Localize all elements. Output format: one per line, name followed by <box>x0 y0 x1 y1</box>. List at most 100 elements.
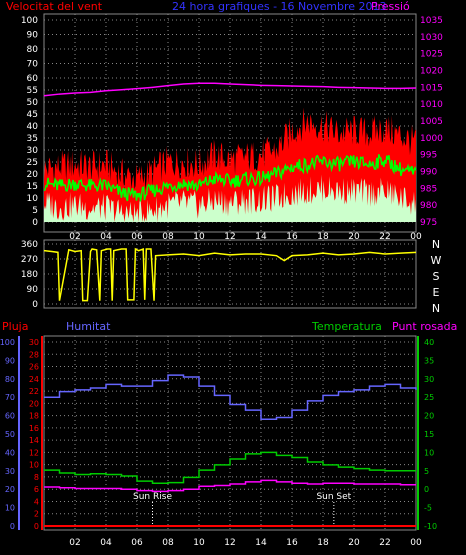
wind-tick-label: 0 <box>32 218 38 228</box>
period-title: 24 hora grafiques - 16 Novembre 2013 <box>172 0 387 13</box>
sun-event-label: Sun Rise <box>133 492 172 502</box>
humidity-x-tick-label: 10 <box>193 538 205 548</box>
wind-x-tick-label: 14 <box>255 232 267 242</box>
pressure-line <box>43 82 417 97</box>
humidity-tick-label: 0 <box>10 522 15 531</box>
wind-x-tick-label: 10 <box>193 232 205 242</box>
pressure-tick-label: 985 <box>420 184 437 194</box>
wind-x-tick-label: 00 <box>410 232 422 242</box>
rain-label: Pluja <box>2 320 28 333</box>
humidity-tick-label: 80 <box>5 375 15 384</box>
humidity-x-tick-label: 22 <box>379 538 390 548</box>
pressure-tick-label: 1010 <box>420 100 443 110</box>
humidity-label: Humitat <box>66 320 111 333</box>
temperature-tick-label: 5 <box>424 467 429 476</box>
direction-tick-label: 270 <box>21 255 38 265</box>
rain-tick-label: 30 <box>29 338 39 347</box>
wind-tick-label: 10 <box>27 194 39 204</box>
wind-tick-label: 45 <box>27 110 38 120</box>
compass-e: E <box>433 286 440 299</box>
wind-tick-label: 30 <box>27 146 39 156</box>
humidity-x-tick-label: 16 <box>286 538 298 548</box>
wind-tick-label: 20 <box>27 170 39 180</box>
direction-tick-label: 180 <box>21 270 38 280</box>
rain-tick-label: 10 <box>29 461 39 470</box>
humidity-x-tick-label: 18 <box>317 538 329 548</box>
humidity-tick-label: 10 <box>5 504 15 513</box>
humidity-line <box>44 374 417 421</box>
humidity-x-tick-label: 08 <box>162 538 174 548</box>
temperature-tick-label: -10 <box>424 522 437 531</box>
wind-tick-label: 80 <box>27 45 39 55</box>
pressure-tick-label: 1030 <box>420 33 443 43</box>
temperature-tick-label: 25 <box>424 393 434 402</box>
rain-tick-label: 8 <box>34 473 39 482</box>
humidity-tick-label: 90 <box>5 356 15 365</box>
compass-n-top: N <box>432 238 440 251</box>
humidity-tick-label: 50 <box>5 430 15 439</box>
wind-tick-label: 90 <box>27 31 39 41</box>
direction-tick-label: 360 <box>21 240 38 250</box>
wind-tick-label: 55 <box>27 86 38 96</box>
temperature-tick-label: 10 <box>424 448 434 457</box>
compass-n-bottom: N <box>432 302 440 315</box>
wind-x-tick-label: 06 <box>131 232 143 242</box>
temperature-tick-label: 35 <box>424 356 434 365</box>
wind-x-tick-label: 12 <box>224 232 235 242</box>
wind-tick-label: 35 <box>27 134 38 144</box>
wind-x-tick-label: 18 <box>317 232 329 242</box>
pressure-tick-label: 990 <box>420 168 437 178</box>
wind-tick-label: 15 <box>27 182 38 192</box>
rain-tick-label: 12 <box>29 448 39 457</box>
compass-s: S <box>433 270 440 283</box>
humidity-x-tick-label: 06 <box>131 538 143 548</box>
wind-avg-line <box>43 154 417 202</box>
rain-tick-label: 18 <box>29 412 39 421</box>
humidity-x-tick-label: 00 <box>410 538 422 548</box>
humidity-x-tick-label: 02 <box>69 538 80 548</box>
humidity-tick-label: 30 <box>5 467 15 476</box>
temperature-tick-label: 0 <box>424 485 429 494</box>
wind-x-tick-label: 16 <box>286 232 298 242</box>
pressure-tick-label: 980 <box>420 201 437 211</box>
temperature-tick-label: -5 <box>424 504 432 513</box>
pressure-tick-label: 995 <box>420 151 437 161</box>
pressure-tick-label: 1020 <box>420 67 443 77</box>
wind-tick-label: 70 <box>27 60 39 70</box>
wind-tick-label: 50 <box>27 98 39 108</box>
wind-tick-label: 5 <box>32 206 38 216</box>
pressure-tick-label: 1000 <box>420 134 443 144</box>
rain-tick-label: 24 <box>29 375 39 384</box>
humidity-x-tick-label: 12 <box>224 538 235 548</box>
wind-x-tick-label: 04 <box>100 232 112 242</box>
direction-tick-label: 90 <box>27 285 39 295</box>
rain-tick-label: 16 <box>29 424 39 433</box>
wind-speed-title: Velocitat del vent <box>6 0 103 13</box>
wind-tick-label: 40 <box>27 122 39 132</box>
wind-x-tick-label: 02 <box>69 232 80 242</box>
wind-x-tick-label: 22 <box>379 232 390 242</box>
rain-tick-label: 4 <box>34 497 39 506</box>
wind-x-tick-label: 08 <box>162 232 174 242</box>
dew-point-line <box>44 479 416 493</box>
pressure-tick-label: 975 <box>420 218 437 228</box>
dew-point-label: Punt rosada <box>392 320 457 333</box>
rain-tick-label: 20 <box>29 399 39 408</box>
rain-tick-label: 22 <box>29 387 39 396</box>
wind-tick-label: 25 <box>27 158 38 168</box>
rain-tick-label: 28 <box>29 350 39 359</box>
humidity-x-tick-label: 20 <box>348 538 360 548</box>
direction-tick-label: 0 <box>32 300 38 310</box>
rain-tick-label: 26 <box>29 363 39 372</box>
rain-tick-label: 0 <box>34 522 39 531</box>
temperature-label: Temperatura <box>311 320 382 333</box>
humidity-tick-label: 70 <box>5 393 15 402</box>
wind-min-area <box>44 174 416 222</box>
temperature-tick-label: 15 <box>424 430 434 439</box>
pressure-tick-label: 1015 <box>420 83 443 93</box>
humidity-x-tick-label: 04 <box>100 538 112 548</box>
direction-line <box>43 247 417 302</box>
wind-tick-label: 100 <box>21 16 38 26</box>
temperature-tick-label: 30 <box>424 375 434 384</box>
